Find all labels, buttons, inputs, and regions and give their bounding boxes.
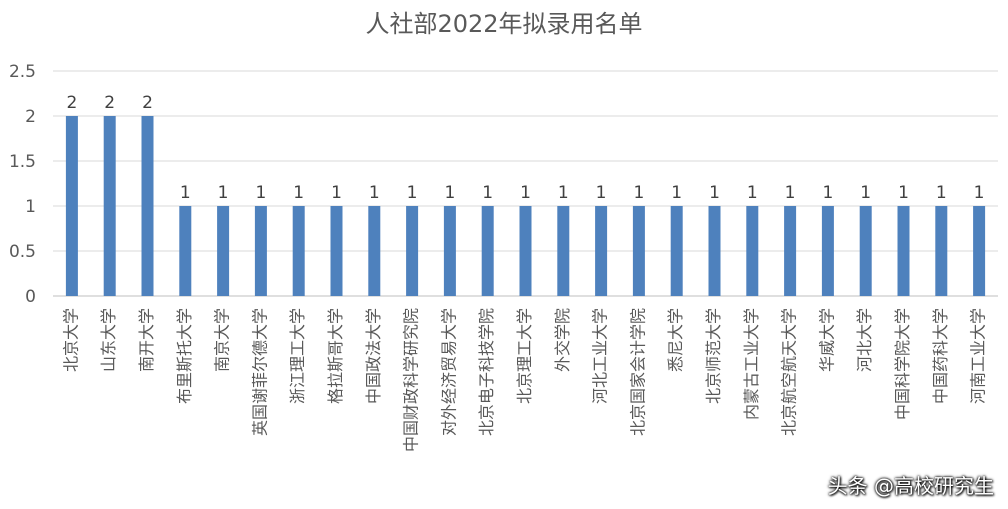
x-tick-label: 格拉斯哥大学 [326,308,345,404]
watermark: 头条 @高校研究生 [827,474,994,498]
y-tick-label: 2.5 [9,62,36,82]
x-tick-label: 北京国家会计学院 [628,308,647,436]
data-label: 2 [142,93,153,113]
bar [746,206,759,296]
x-tick-label: 山东大学 [99,308,118,372]
bar [859,206,872,296]
data-label: 1 [520,183,531,203]
x-tick-label: 外交学院 [553,308,572,372]
x-tick-label: 河北大学 [855,308,874,372]
data-label: 1 [898,183,909,203]
chart-title: 人社部2022年拟录用名单 [365,10,642,38]
x-tick-label: 河北工业大学 [591,308,610,404]
x-tick-label: 内蒙古工业大学 [742,308,761,420]
bar [595,206,608,296]
x-tick-label: 南开大学 [137,308,156,372]
data-label: 1 [407,183,418,203]
bar [217,206,230,296]
x-tick-label: 华威大学 [817,308,836,372]
x-tick-label: 南京大学 [213,308,232,372]
data-label: 1 [596,183,607,203]
y-tick-label: 1.5 [9,152,36,172]
bar [481,206,494,296]
data-label: 1 [218,183,229,203]
data-label: 2 [66,93,77,113]
data-label: 1 [974,183,985,203]
x-tick-label: 浙江理工大学 [288,308,307,404]
data-label: 1 [936,183,947,203]
data-label: 1 [293,183,304,203]
bar [821,206,834,296]
bar [254,206,267,296]
data-label: 1 [671,183,682,203]
x-tick-label: 中国政法大学 [364,308,383,404]
x-tick-label: 北京电子科技学院 [477,308,496,436]
y-tick-label: 0.5 [9,242,36,262]
y-tick-label: 2 [25,107,36,127]
bar [103,116,116,296]
x-tick-label: 对外经济贸易大学 [439,308,458,436]
bar [406,206,419,296]
y-tick-label: 0 [25,287,36,307]
x-tick-label: 北京大学 [61,308,80,372]
data-label: 1 [633,183,644,203]
data-label: 1 [709,183,720,203]
x-tick-label: 中国药科大学 [931,308,950,404]
bar [708,206,721,296]
data-label: 1 [785,183,796,203]
bar [141,116,154,296]
x-tick-label: 中国财政科学研究院 [402,308,421,452]
bar [973,206,986,296]
bar [935,206,948,296]
x-tick-label: 北京师范大学 [704,308,723,404]
bar [632,206,645,296]
bar [330,206,343,296]
data-label: 1 [482,183,493,203]
data-label: 1 [558,183,569,203]
data-label: 2 [104,93,115,113]
data-label: 1 [331,183,342,203]
y-tick-label: 1 [25,197,36,217]
data-label: 1 [860,183,871,203]
x-tick-label: 河南工业大学 [969,308,988,404]
data-label: 1 [444,183,455,203]
x-tick-label: 北京航空航天大学 [780,308,799,436]
bar [179,206,192,296]
bar [65,116,78,296]
bar [897,206,910,296]
bar [292,206,305,296]
bar [443,206,456,296]
x-tick-label: 北京理工大学 [515,308,534,404]
data-label: 1 [747,183,758,203]
bar [557,206,570,296]
data-label: 1 [255,183,266,203]
data-label: 1 [180,183,191,203]
bar [519,206,532,296]
data-label: 1 [822,183,833,203]
x-tick-label: 英国谢菲尔德大学 [250,308,269,436]
x-tick-label: 布里斯托大学 [175,308,194,404]
x-tick-label: 中国科学院大学 [893,308,912,420]
bar [670,206,683,296]
bar [784,206,797,296]
bar [368,206,381,296]
x-tick-label: 悉尼大学 [666,308,685,372]
data-label: 1 [369,183,380,203]
